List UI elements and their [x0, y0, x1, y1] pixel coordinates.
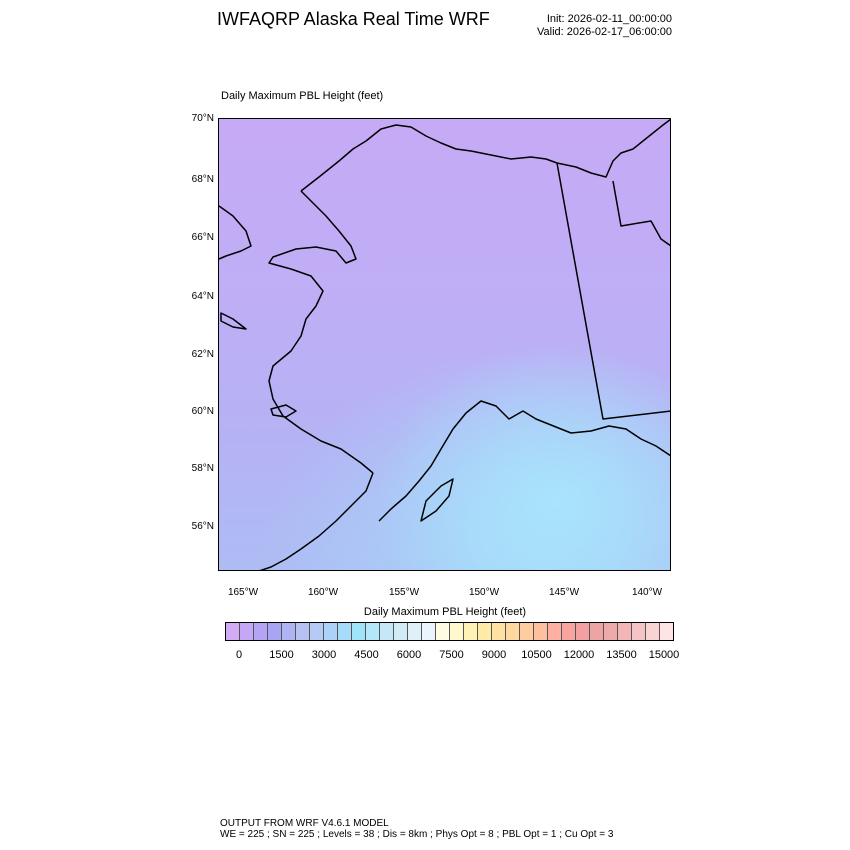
lon-label: 140°W	[631, 587, 663, 598]
init-time: Init: 2026-02-11_00:00:00	[546, 13, 672, 25]
nunivak-island	[270, 404, 297, 418]
lon-label: 150°W	[468, 587, 500, 598]
lon-label: 155°W	[388, 587, 420, 598]
colorbar-swatch	[618, 623, 632, 640]
colorbar-label: 7500	[439, 649, 464, 661]
model-info: OUTPUT FROM WRF V4.6.1 MODEL WE = 225 ; …	[220, 818, 613, 840]
lat-label: 68°N	[191, 174, 214, 185]
colorbar-title: Daily Maximum PBL Height (feet)	[363, 606, 527, 618]
colorbar-label: 9000	[481, 649, 507, 661]
colorbar-swatch	[394, 623, 408, 640]
colorbar-label: 1500	[269, 649, 294, 661]
russia-coast	[219, 205, 252, 260]
colorbar-label: 0	[235, 649, 243, 661]
lat-label: 64°N	[191, 291, 214, 302]
colorbar-swatch	[296, 623, 310, 640]
colorbar-label: 4500	[354, 649, 379, 661]
colorbar-swatch	[464, 623, 478, 640]
colorbar-swatch	[506, 623, 520, 640]
colorbar-swatch	[576, 623, 590, 640]
colorbar-swatch	[310, 623, 324, 640]
colorbar-swatch	[366, 623, 380, 640]
colorbar-swatch	[590, 623, 604, 640]
lon-label: 145°W	[548, 587, 580, 598]
colorbar-label: 6000	[396, 649, 422, 661]
alaska-west-coast	[268, 190, 374, 474]
lat-label: 56°N	[191, 521, 214, 532]
colorbar-swatch	[422, 623, 436, 640]
colorbar-swatch	[562, 623, 576, 640]
alaska-peninsula	[259, 472, 374, 570]
lat-label: 66°N	[191, 232, 214, 243]
lat-label: 60°N	[191, 406, 214, 417]
valid-time: Valid: 2026-02-17_06:00:00	[537, 26, 672, 38]
colorbar-swatch	[604, 623, 618, 640]
kodiak-island	[420, 478, 454, 522]
lon-label: 165°W	[227, 587, 259, 598]
colorbar-swatch	[450, 623, 464, 640]
colorbar-label: 13500	[606, 649, 637, 661]
colorbar-swatch	[632, 623, 646, 640]
lat-label: 62°N	[191, 349, 214, 360]
colorbar-swatch	[660, 623, 673, 640]
canada-border	[556, 162, 670, 420]
colorbar-swatch	[408, 623, 422, 640]
alaska-coastline	[300, 119, 670, 192]
colorbar-swatch	[282, 623, 296, 640]
lat-label: 58°N	[191, 463, 214, 474]
colorbar-swatch	[646, 623, 660, 640]
colorbar	[225, 622, 674, 641]
colorbar-swatch	[492, 623, 506, 640]
colorbar-swatch	[478, 623, 492, 640]
field-title: Daily Maximum PBL Height (feet)	[221, 90, 384, 102]
lat-label: 70°N	[191, 113, 214, 124]
canada-coast	[612, 180, 670, 247]
colorbar-swatch	[352, 623, 366, 640]
coastline-map	[219, 119, 670, 570]
colorbar-swatch	[240, 623, 254, 640]
plot-title: IWFAQRP Alaska Real Time WRF	[217, 9, 490, 29]
colorbar-swatch	[436, 623, 450, 640]
model-config: WE = 225 ; SN = 225 ; Levels = 38 ; Dis …	[220, 829, 614, 840]
south-coast	[378, 400, 670, 522]
colorbar-swatch	[324, 623, 338, 640]
colorbar-swatch	[338, 623, 352, 640]
colorbar-label: 12000	[563, 649, 595, 661]
map-panel	[218, 118, 671, 571]
model-version: OUTPUT FROM WRF V4.6.1 MODEL	[220, 818, 389, 829]
colorbar-swatch	[520, 623, 534, 640]
colorbar-swatch	[268, 623, 282, 640]
st-lawrence-island	[220, 312, 247, 330]
time-info: Init: 2026-02-11_00:00:00 Valid: 2026-02…	[537, 13, 672, 39]
colorbar-swatch	[548, 623, 562, 640]
colorbar-label: 3000	[311, 649, 337, 661]
colorbar-swatch	[534, 623, 548, 640]
colorbar-swatch	[226, 623, 240, 640]
colorbar-label: 15000	[648, 649, 680, 661]
lon-label: 160°W	[307, 587, 339, 598]
colorbar-label: 10500	[521, 649, 552, 661]
colorbar-swatch	[380, 623, 394, 640]
colorbar-swatch	[254, 623, 268, 640]
